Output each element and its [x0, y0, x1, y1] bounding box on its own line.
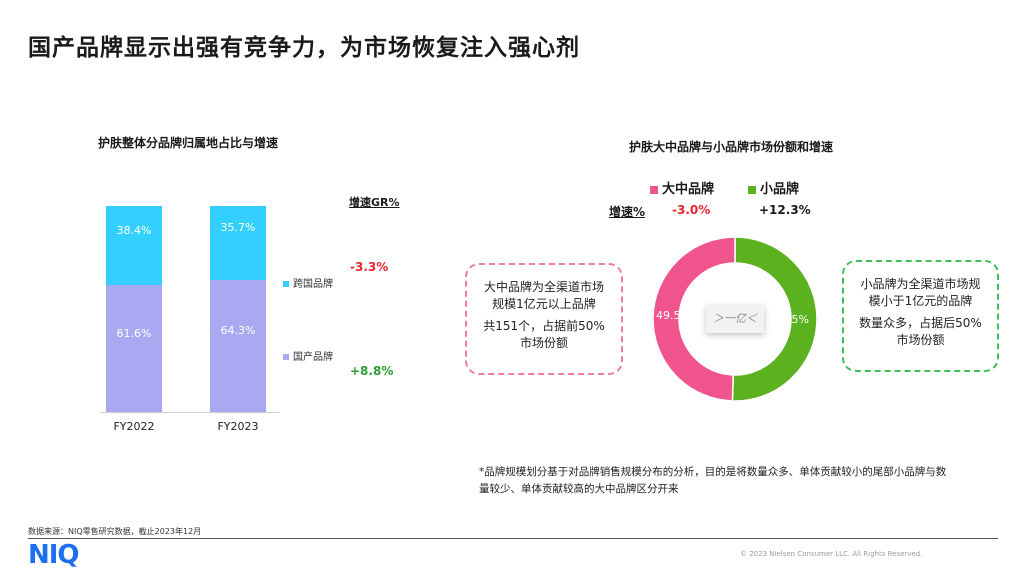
legend-overseas: 跨国品牌 — [283, 275, 333, 290]
note-small-line-4: 市场份额 — [896, 333, 945, 347]
donut-slice-small — [731, 237, 817, 401]
bar-overseas-fy2022: 38.4% — [106, 206, 162, 286]
growth-overseas: -3.3% — [350, 260, 389, 274]
footnote-line-1: *品牌规模划分基于对品牌销售规模分布的分析，目的是将数量众多、单体贡献较小的尾部… — [479, 466, 947, 478]
x-axis-line — [100, 412, 280, 413]
footer-divider — [28, 538, 998, 539]
donut-chart — [653, 237, 817, 401]
bar-label-domestic-fy2023: 64.3% — [220, 323, 256, 337]
note-big-line-1: 大中品牌为全渠道市场 — [483, 280, 604, 294]
donut-chart-title: 护肤大中品牌与小品牌市场份额和增速 — [629, 140, 834, 154]
note-big-line-4: 市场份额 — [519, 336, 568, 350]
x-tick-fy2022: FY2022 — [113, 420, 155, 433]
bar-label-overseas-fy2023: 35.7% — [220, 220, 256, 234]
niq-logo: NIQ — [28, 540, 80, 570]
note-big-line-3: 共151个，占据前50% — [483, 319, 605, 333]
slice-label-small: 50.5% — [774, 313, 809, 326]
donut-growth-label: 增速% — [609, 205, 646, 219]
slice-label-big: 49.5% — [656, 309, 691, 322]
growth-big: -3.0% — [672, 203, 711, 217]
bar-overseas-fy2023: 35.7% — [210, 206, 266, 280]
legend-big: 大中品牌 — [650, 178, 714, 197]
legend-small: 小品牌 — [748, 178, 799, 197]
legend-small-swatch — [748, 185, 756, 194]
legend-small-label: 小品牌 — [760, 182, 800, 197]
legend-domestic-swatch — [283, 354, 289, 360]
legend-domestic: 国产品牌 — [283, 348, 333, 363]
legend-overseas-swatch — [283, 281, 289, 287]
legend-big-label: 大中品牌 — [662, 182, 715, 197]
donut-slice-big — [653, 237, 736, 401]
bar-label-overseas-fy2022: 38.4% — [116, 223, 152, 237]
note-small-line-1: 小品牌为全渠道市场规 — [860, 277, 981, 291]
donut-center-label: ＞一亿＜ — [713, 312, 757, 325]
bar-chart-title: 护肤整体分品牌归属地占比与增速 — [98, 136, 279, 150]
legend-domestic-label: 国产品牌 — [293, 352, 333, 363]
note-big-brands: 大中品牌为全渠道市场 规模1亿元以上品牌 共151个，占据前50% 市场份额 — [465, 263, 623, 375]
footnote-line-2: 量较少、单体贡献较高的大中品牌区分开来 — [479, 483, 679, 495]
x-tick-fy2023: FY2023 — [217, 420, 259, 433]
bar-domestic-fy2022: 61.6% — [106, 285, 162, 412]
bar-chart: 61.6% 38.4% 64.3% 35.7% — [100, 206, 280, 412]
note-small-line-2: 模小于1亿元的品牌 — [868, 294, 973, 308]
donut-center-box — [706, 305, 764, 333]
growth-domestic: +8.8% — [350, 364, 394, 378]
legend-overseas-label: 跨国品牌 — [293, 279, 333, 290]
bar-label-domestic-fy2022: 61.6% — [116, 326, 152, 340]
note-small-line-3: 数量众多，占据后50% — [859, 316, 982, 330]
footnote: *品牌规模划分基于对品牌销售规模分布的分析，目的是将数量众多、单体贡献较小的尾部… — [479, 464, 946, 498]
data-source: 数据来源：NIQ零售研究数据，截止2023年12月 — [28, 527, 202, 536]
copyright: © 2023 Nielsen Consumer LLC. All Rights … — [740, 550, 923, 558]
note-small-brands: 小品牌为全渠道市场规 模小于1亿元的品牌 数量众多，占据后50% 市场份额 — [842, 260, 999, 372]
growth-small: +12.3% — [759, 203, 811, 217]
growth-header: 增速GR% — [349, 196, 400, 209]
page-title: 国产品牌显示出强有竞争力，为市场恢复注入强心剂 — [28, 35, 580, 61]
legend-big-swatch — [650, 185, 658, 194]
bar-domestic-fy2023: 64.3% — [210, 279, 266, 412]
note-big-line-2: 规模1亿元以上品牌 — [492, 297, 596, 311]
